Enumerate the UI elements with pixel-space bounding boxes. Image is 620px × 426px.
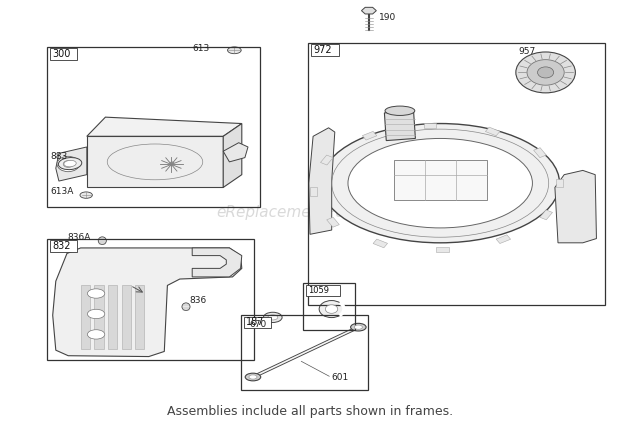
Bar	[394, 160, 487, 200]
Polygon shape	[309, 128, 335, 234]
Polygon shape	[87, 117, 242, 136]
Polygon shape	[223, 124, 242, 187]
Bar	[50, 48, 77, 60]
Ellipse shape	[319, 301, 344, 317]
Ellipse shape	[228, 47, 241, 54]
Text: 836: 836	[189, 296, 206, 305]
Circle shape	[538, 67, 554, 78]
Bar	[540, 210, 552, 220]
Bar	[436, 247, 449, 252]
Ellipse shape	[268, 315, 278, 320]
Circle shape	[527, 60, 564, 85]
Bar	[362, 131, 377, 140]
Polygon shape	[135, 285, 144, 349]
Text: 613: 613	[192, 44, 210, 54]
Ellipse shape	[249, 375, 257, 379]
Bar	[308, 43, 604, 305]
Ellipse shape	[348, 138, 533, 228]
Text: 601: 601	[331, 373, 348, 382]
Bar	[244, 317, 271, 328]
Polygon shape	[122, 285, 131, 349]
Polygon shape	[223, 143, 248, 162]
Polygon shape	[108, 285, 117, 349]
Ellipse shape	[64, 160, 76, 167]
Bar	[50, 240, 77, 252]
Bar	[321, 155, 333, 165]
Circle shape	[57, 156, 79, 172]
Polygon shape	[192, 248, 242, 277]
Bar	[373, 239, 388, 248]
Polygon shape	[94, 285, 104, 349]
Text: 190: 190	[379, 12, 397, 22]
Bar	[241, 315, 368, 390]
Bar	[424, 123, 436, 128]
Text: 1059: 1059	[308, 286, 329, 295]
Bar	[46, 239, 254, 360]
Bar	[310, 187, 317, 196]
Polygon shape	[555, 170, 596, 243]
Ellipse shape	[321, 124, 559, 243]
Text: 832: 832	[52, 241, 71, 251]
Text: 883: 883	[51, 152, 68, 161]
Text: eReplacementParts.com: eReplacementParts.com	[216, 205, 404, 221]
Ellipse shape	[87, 330, 105, 339]
Polygon shape	[53, 248, 242, 357]
Text: ✱: ✱	[169, 161, 174, 167]
Ellipse shape	[80, 192, 92, 199]
Text: 187: 187	[246, 317, 265, 328]
Bar	[534, 148, 546, 158]
Bar	[46, 47, 260, 207]
Ellipse shape	[182, 303, 190, 311]
Polygon shape	[81, 285, 90, 349]
Ellipse shape	[264, 312, 282, 322]
Text: 613A: 613A	[51, 187, 74, 196]
Ellipse shape	[99, 237, 107, 245]
Bar	[496, 235, 511, 244]
Bar	[311, 44, 339, 56]
Polygon shape	[361, 7, 376, 14]
Ellipse shape	[246, 373, 261, 381]
Bar	[485, 127, 500, 136]
Bar	[306, 285, 340, 296]
Ellipse shape	[385, 106, 415, 115]
Text: 972: 972	[314, 45, 332, 55]
Text: 836A: 836A	[67, 233, 91, 242]
Ellipse shape	[87, 309, 105, 319]
Ellipse shape	[350, 323, 366, 331]
Bar	[327, 217, 339, 227]
Text: 957: 957	[518, 47, 536, 57]
Text: 300: 300	[52, 49, 71, 59]
Ellipse shape	[87, 289, 105, 298]
Text: 670: 670	[249, 320, 267, 329]
Polygon shape	[87, 136, 223, 187]
Text: Assemblies include all parts shown in frames.: Assemblies include all parts shown in fr…	[167, 405, 453, 417]
Bar	[556, 179, 563, 187]
Circle shape	[516, 52, 575, 93]
Ellipse shape	[355, 325, 362, 329]
Polygon shape	[384, 111, 415, 141]
Ellipse shape	[326, 305, 338, 314]
Bar	[303, 283, 355, 330]
Polygon shape	[56, 147, 87, 181]
Ellipse shape	[58, 158, 82, 170]
Circle shape	[63, 161, 73, 167]
